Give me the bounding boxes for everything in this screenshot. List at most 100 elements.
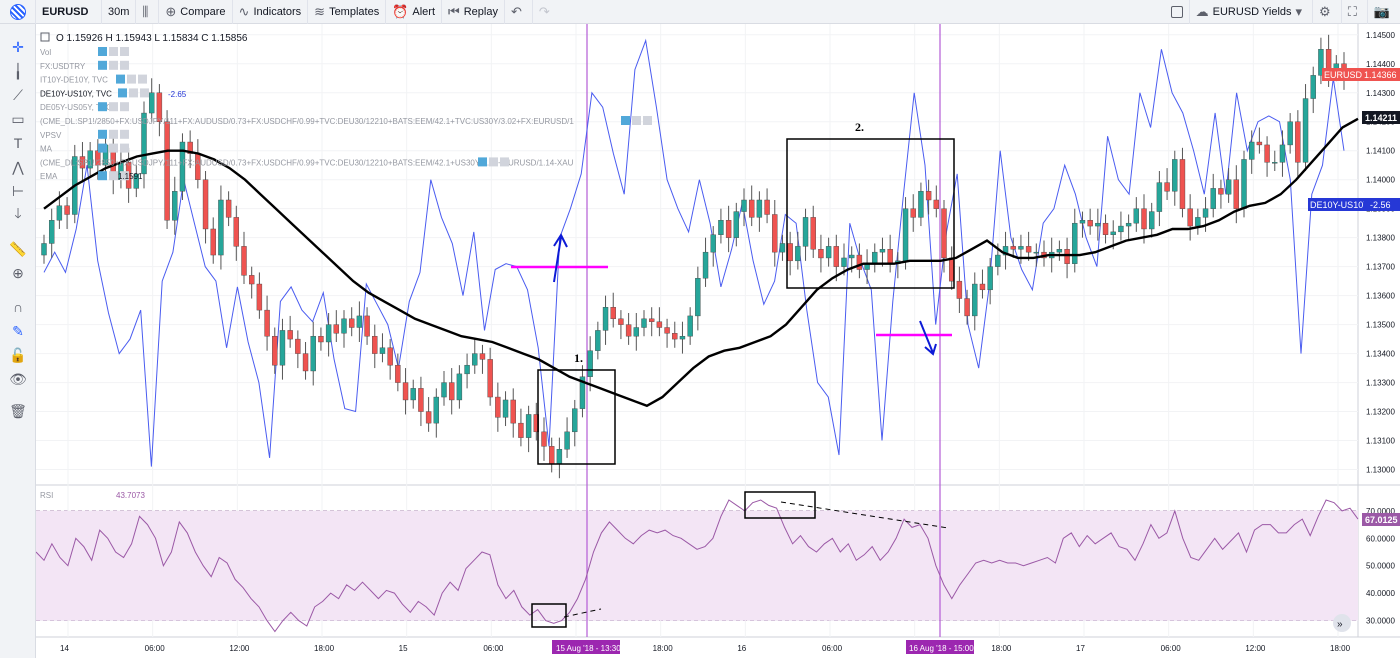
price-badges: EURUSD 1.14366 1.14211 DE10Y-US10Y -2.56… [552,68,1400,654]
screenshot-button[interactable]: 📷 [1368,0,1400,24]
candle-body [795,246,801,262]
settings-button[interactable]: ⚙ [1313,0,1342,24]
compare-label: Compare [180,5,226,18]
templates-button[interactable]: ≋ Templates [308,0,387,24]
arrow-up-icon[interactable] [553,232,568,283]
indicators-button[interactable]: ∿ Indicators [233,0,309,24]
candle-body [933,199,940,209]
line-tool-icon[interactable]: ╽ [13,62,23,79]
time-tick-label: 06:00 [822,644,843,653]
candle-body [487,359,493,398]
candle-body [1095,222,1101,227]
candle-body [1302,98,1309,163]
pattern-tool-icon[interactable]: ⋀ [12,158,24,175]
rsi-annotation-box-2[interactable] [744,491,816,519]
crosshair-icon[interactable]: ✛ [12,38,24,55]
interval-button[interactable]: 30m [102,0,137,24]
candle-body [772,214,778,253]
redo-button[interactable]: ↷ [533,0,560,24]
chart-canvas[interactable]: 1. 2. 1.145001.144001.143001.142001.1410… [36,24,1400,658]
settings-toggle-icon [129,88,138,98]
tradingview-logo-icon[interactable] [0,0,36,24]
cloud-icon: ☁ [1195,4,1209,19]
replay-button[interactable]: ⏮ Replay [442,0,505,24]
square-icon [1170,6,1183,18]
candle-body [1225,179,1232,195]
alert-button[interactable]: ⏰ Alert [386,0,443,24]
de-badge-label: DE10Y-US10Y [1310,200,1369,210]
settings-toggle-icon [109,47,118,56]
candle-body [833,246,840,267]
symbol-search-button[interactable]: EURUSD [36,0,102,24]
candle-body [79,156,86,169]
candle-body [156,92,163,122]
candle-body [641,318,647,328]
candle-body [879,249,886,253]
candle-body [918,191,924,218]
rectangle-tool-icon[interactable]: ▭ [11,110,25,127]
chart-style-button[interactable]: ⫼ [136,0,160,24]
candle-body [848,254,855,259]
undo-icon: ↶ [510,3,522,19]
rsi-annotation-box-1[interactable] [531,603,567,628]
layout-button[interactable]: ☁ EURUSD Yields ▾ [1190,0,1314,24]
rsi-tick-label: 60.0000 [1366,534,1395,543]
replay-label: Replay [463,5,498,18]
candle-body [133,173,140,189]
trash-icon[interactable]: 🗑 [9,402,27,419]
eye-toggle-icon [478,157,487,167]
candle-body [1310,75,1316,99]
candle-body [733,211,740,238]
candle-body [325,324,332,343]
fullscreen-button[interactable]: ⛶ [1342,0,1368,24]
time-badge-1-text: 15 Aug '18 - 13:30 [556,644,621,653]
candle-body [1148,211,1155,230]
undo-button[interactable]: ↶ [505,0,533,24]
candle-body [1125,222,1132,227]
stay-in-drawing-icon[interactable]: ✎ [12,322,24,339]
candle-body [1195,217,1201,227]
eye-icon[interactable]: 👁 [9,370,27,387]
arrow-down-icon[interactable]: 🡓 [14,205,22,221]
toolbar-right: ☁ EURUSD Yields ▾ ⚙ ⛶ 📷 [1165,0,1400,24]
candle-body [979,283,986,291]
rsi-divergence-line-1[interactable] [563,608,602,618]
candle-body [148,92,155,114]
fullscreen-checkbox[interactable] [1165,0,1190,24]
candle-body [679,335,686,340]
go-to-realtime-button[interactable]: » [1333,614,1351,632]
candle-body [956,280,963,299]
annotation-box-1[interactable] [537,369,616,465]
candle-body [872,251,878,264]
measure-tool-icon[interactable]: ⊢ [11,182,25,199]
candle-body [402,382,409,401]
fullscreen-icon: ⛶ [1347,4,1357,19]
de-badge [1308,198,1364,211]
ruler-icon[interactable]: 📏 [9,240,27,257]
chevron-down-icon: ▾ [1295,4,1303,19]
eye-toggle-icon [98,47,107,56]
candle-body [564,431,570,450]
arrow-down-right-icon[interactable] [919,320,937,356]
candle-body [995,254,1001,267]
candle-body [548,446,555,464]
trend-line-icon[interactable]: ⟋ [13,86,23,103]
compare-button[interactable]: ⊕ Compare [159,0,233,24]
text-tool-icon[interactable]: T [13,135,23,151]
price-tick-label: 1.13200 [1366,408,1395,417]
annotation-box-2[interactable] [786,138,955,289]
zoom-in-icon[interactable]: ⊕ [12,264,24,281]
magnet-icon[interactable]: ∩ [12,299,24,315]
candle-body [841,257,847,267]
candle-body [1072,222,1078,264]
legend-row: VPSV [40,131,62,140]
rsi-divergence-line-2[interactable] [780,501,949,529]
rsi-tick-label: 30.0000 [1366,617,1395,626]
candle-body [618,318,624,325]
annotations: 1. 2. [511,120,955,628]
rsi-legend-value: 43.7073 [116,491,145,500]
candle-body [1118,225,1124,233]
candle-body [364,315,370,337]
lock-icon[interactable]: 🔓 [9,346,27,363]
candle-body [387,347,393,366]
